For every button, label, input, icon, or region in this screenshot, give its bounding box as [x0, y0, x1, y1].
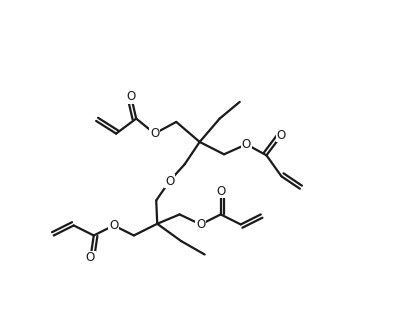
Text: O: O	[216, 185, 225, 197]
Text: O: O	[86, 252, 95, 264]
Text: O: O	[109, 219, 119, 232]
Text: O: O	[126, 91, 136, 103]
Text: O: O	[165, 175, 174, 187]
Text: O: O	[196, 218, 205, 231]
Text: O: O	[150, 127, 159, 140]
Text: O: O	[277, 129, 286, 142]
Text: O: O	[242, 138, 251, 151]
